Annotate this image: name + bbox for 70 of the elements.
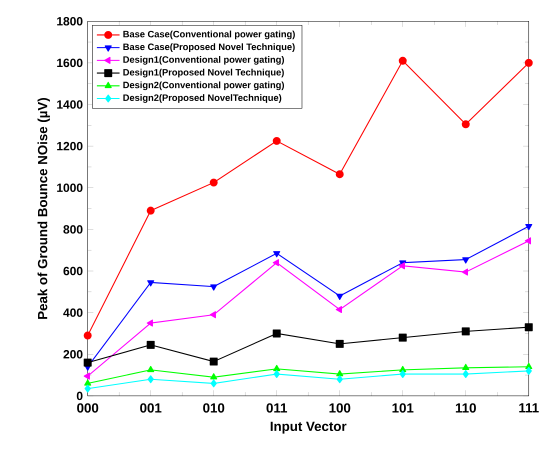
point [210,373,218,380]
point [336,294,344,300]
point [273,364,280,372]
point [462,327,470,336]
y-tick-label: 1600 [57,58,83,68]
y-tick-label: 1400 [57,100,83,109]
point [526,366,532,375]
y-tick-label: 1000 [57,184,83,192]
point [336,375,343,384]
x-tick-label: 010 [203,403,224,413]
point [147,366,154,372]
y-axis-title: Peak of Ground Bounce NOise (µV) [38,98,50,319]
point [462,364,470,370]
point [398,262,405,270]
legend-label: Design2(Conventional power gating) [123,81,284,90]
legend-label: Design1(Proposed Novel Technique) [123,68,284,78]
point [462,370,469,378]
x-tick-label: 001 [140,403,162,413]
point [336,306,342,314]
point [210,379,217,388]
point [210,178,218,187]
point [146,206,155,215]
point [274,370,280,378]
point [210,358,218,366]
point [146,320,153,327]
point [210,311,216,318]
x-axis-title: Input Vector [270,422,346,434]
point [400,370,406,378]
legend-label: Base Case(Proposed Novel Technique) [123,43,295,52]
point [336,340,344,348]
point [524,237,532,244]
point [336,170,344,178]
point [84,384,91,393]
y-tick-label: 800 [63,225,83,234]
point [210,284,218,291]
point [462,268,468,276]
point [524,58,533,67]
y-tick-label: 0 [76,392,83,400]
legend-label: Design1(Conventional power gating) [123,56,284,65]
y-tick-label: 1200 [57,142,83,150]
point [272,329,281,338]
x-tick-label: 110 [456,403,476,413]
point [336,370,344,376]
point [272,259,279,266]
point [84,372,90,380]
x-tick-label: 000 [77,403,98,413]
y-tick-label: 600 [63,266,83,276]
point [398,334,407,342]
point [273,251,280,258]
point [84,358,92,367]
point [146,340,155,349]
point [84,379,92,386]
y-tick-label: 200 [63,350,83,359]
point [462,120,470,128]
x-tick-label: 101 [392,403,414,413]
point [272,136,281,145]
point [147,280,154,286]
point [148,375,154,384]
x-tick-label: 111 [519,403,539,412]
point [84,332,92,340]
x-tick-label: 100 [329,403,350,413]
x-tick-label: 011 [266,403,288,413]
legend-label: Base Case(Conventional power gating) [123,30,295,40]
legend-label: Design2(Proposed NovelTechnique) [123,94,282,103]
point [524,323,533,332]
y-tick-label: 1800 [57,17,83,26]
point [398,56,407,65]
point [525,224,532,230]
point [462,257,470,264]
y-tick-label: 400 [63,308,83,317]
